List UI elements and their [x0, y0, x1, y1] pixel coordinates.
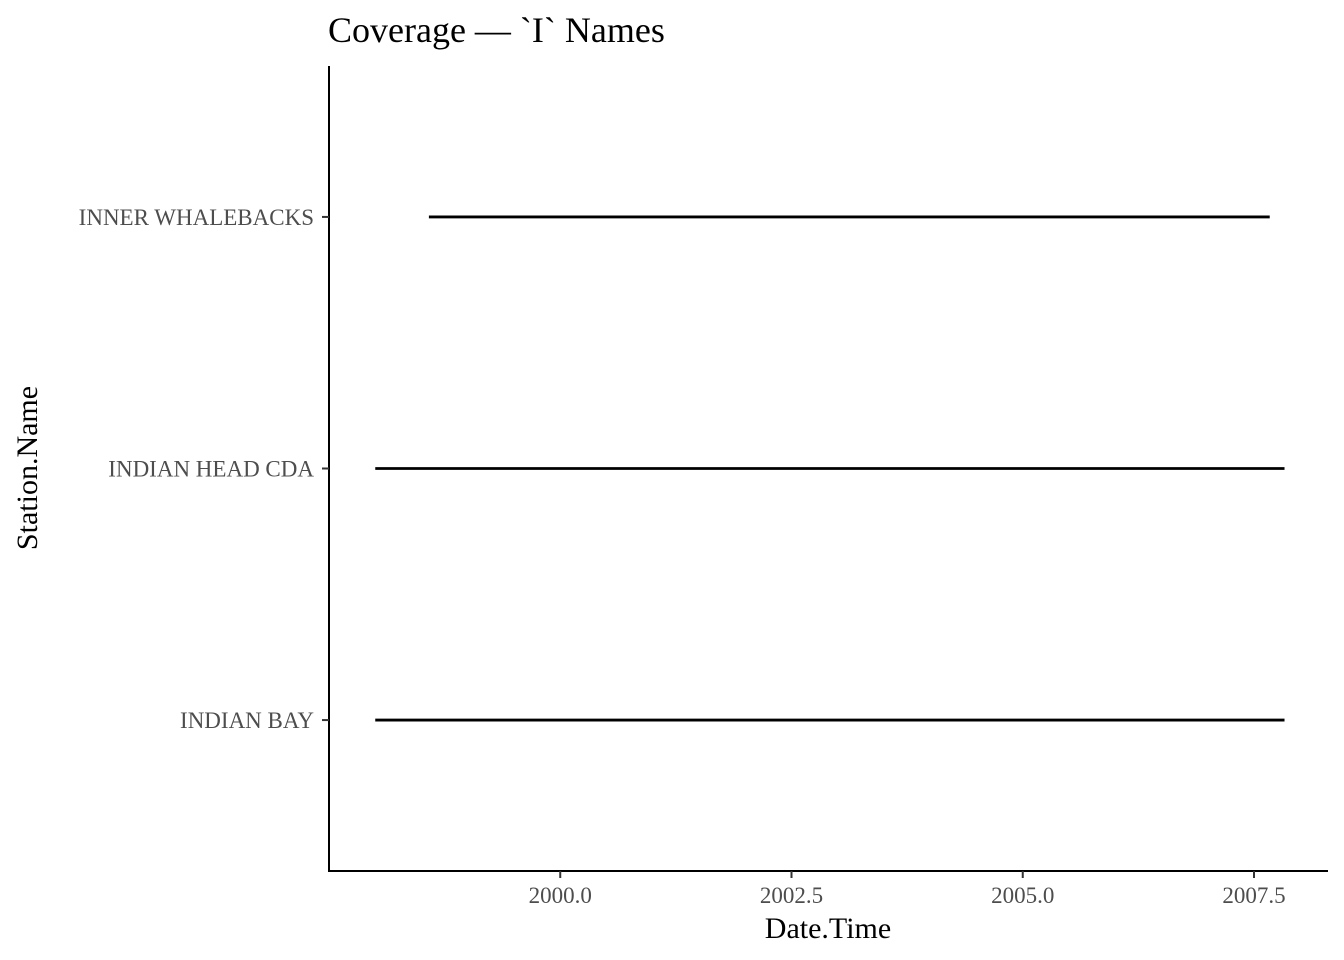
y-axis-ticks: INDIAN BAY INDIAN HEAD CDA INNER WHALEBACK… [79, 205, 329, 733]
y-axis-title: Station.Name [11, 386, 44, 550]
x-tick-label-3: 2007.5 [1222, 883, 1285, 908]
x-tick-label-2: 2005.0 [991, 883, 1054, 908]
x-tick-label-1: 2002.5 [760, 883, 823, 908]
coverage-segments [375, 215, 1285, 722]
x-tick-label-0: 2000.0 [529, 883, 592, 908]
x-axis-ticks: 2000.0 2002.5 2005.0 2007.5 [529, 871, 1286, 908]
chart-title: Coverage — `I` Names [328, 10, 665, 50]
x-axis-title: Date.Time [765, 912, 891, 945]
y-tick-label-indian-head-cda: INDIAN HEAD CDA [108, 457, 314, 482]
y-tick-label-indian-bay: INDIAN BAY [180, 708, 314, 733]
y-tick-label-inner-whalebacks: INNER WHALEBACKS [79, 205, 314, 230]
